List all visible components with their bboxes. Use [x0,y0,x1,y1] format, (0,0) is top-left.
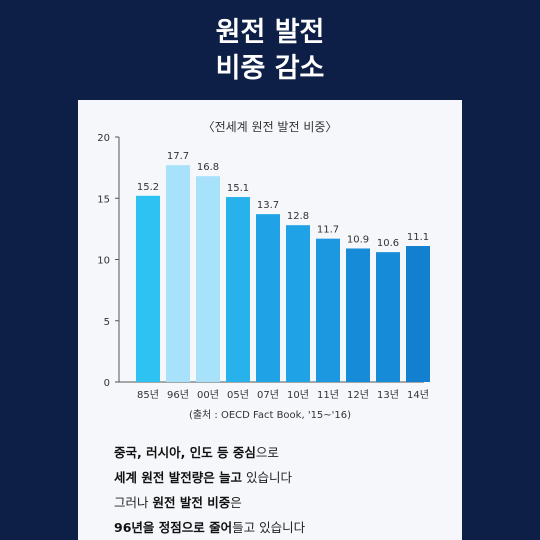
page-title-line2: 비중 감소 [215,53,325,84]
chart-title: 〈전세계 원전 발전 비중〉 [202,120,338,134]
bar-00년 [196,176,220,382]
chart-source: (출처 : OECD Fact Book, '15~'16) [188,410,352,421]
bar-value-label: 16.8 [197,162,219,173]
description-line-2: 세계 원전 발전량은 늘고 있습니다 [114,470,293,485]
description-text: 중국, 러시아, 인도 등 중심으로 세계 원전 발전량은 늘고 있습니다 그러… [114,440,444,540]
description-line-3: 그러나 원전 발전 비중은 [114,495,242,510]
description-line-1: 중국, 러시아, 인도 등 중심으로 [114,445,279,460]
x-tick-label: 11년 [317,389,339,401]
x-tick-label: 05년 [227,389,249,401]
bar-chart: 0 5 10 15 20 15.2 85년 17.7 96년 16.8 00년 15.1 05년 13.7… [97,133,430,401]
x-tick-label: 85년 [137,389,159,401]
bar-value-label: 10.9 [347,234,369,245]
bar-value-label: 15.2 [137,182,159,193]
x-tick-label: 14년 [407,389,429,401]
x-tick-label: 10년 [287,389,309,401]
bar-10년 [286,225,310,382]
bar-value-label: 11.7 [317,225,339,236]
bar-07년 [256,214,280,382]
bar-value-label: 15.1 [227,183,249,194]
y-tick-label: 10 [97,256,110,267]
y-tick-label: 0 [104,378,110,389]
content-panel: 〈전세계 원전 발전 비중〉 0 5 10 15 20 15.2 85년 17.7 96년 16.… [78,100,462,540]
bar-96년 [166,165,190,382]
y-tick-label: 20 [97,133,110,144]
bar-12년 [346,248,370,382]
page-title-line1: 원전 발전 [215,17,325,48]
bar-13년 [376,252,400,382]
bar-value-label: 12.8 [287,211,309,222]
bar-05년 [226,197,250,382]
x-tick-label: 07년 [257,389,279,401]
bar-value-label: 17.7 [167,151,189,162]
y-tick-label: 15 [97,194,110,205]
x-tick-label: 13년 [377,389,399,401]
x-tick-label: 12년 [347,389,369,401]
x-tick-label: 00년 [197,389,219,401]
bar-value-label: 13.7 [257,200,279,211]
description-line-4: 96년을 정점으로 줄어들고 있습니다 [114,520,306,535]
bar-value-label: 11.1 [407,232,429,243]
bar-14년 [406,246,430,382]
x-tick-label: 96년 [167,389,189,401]
bar-value-label: 10.6 [377,238,399,249]
bar-11년 [316,238,340,382]
bar-85년 [136,195,160,382]
y-tick-label: 5 [104,317,110,328]
